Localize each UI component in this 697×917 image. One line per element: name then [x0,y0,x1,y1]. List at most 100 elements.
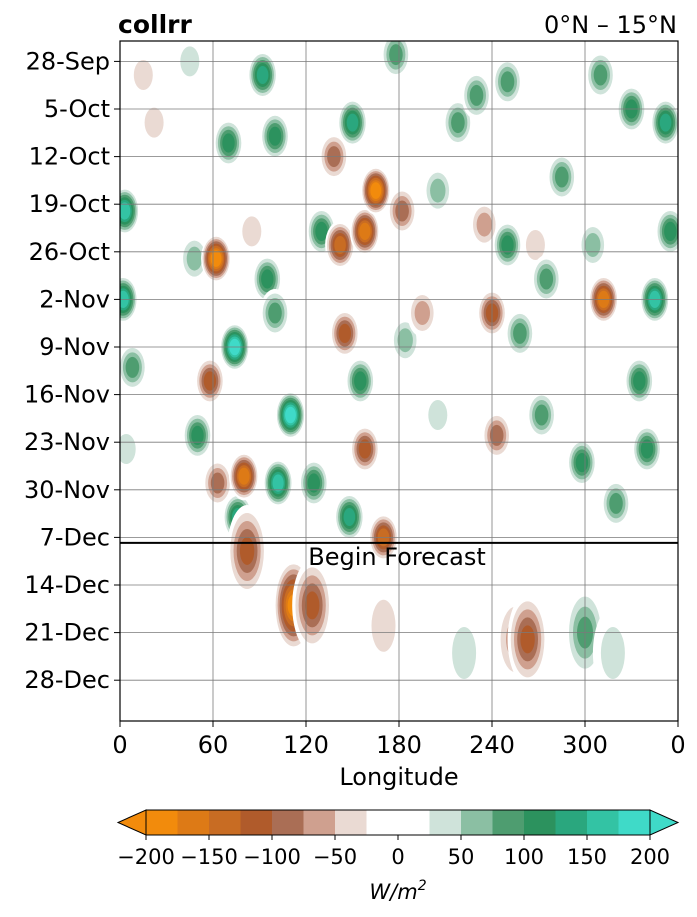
colorbar-tick-label: 100 [504,845,544,869]
anomaly-feature [387,187,418,235]
anomaly-feature [236,207,267,256]
colorbar-unit-superscript: 2 [418,878,427,894]
colorbar-tick-label: 150 [567,845,607,869]
colorbar-segment [272,810,304,835]
anomaly-feature [422,166,453,215]
y-tick-label: 23-Nov [24,428,110,456]
anomaly-contour [397,328,413,353]
anomaly-feature [201,234,232,283]
anomaly-contour [239,537,255,565]
anomaly-contour [501,235,514,255]
y-tick-label: 30-Nov [24,476,110,504]
colorbar-segment [146,810,178,835]
colorbar-segment [618,810,651,835]
anomaly-feature [128,51,159,99]
y-tick-label: 5-Oct [44,95,110,123]
anomaly-contour [555,166,569,188]
plot-area [120,41,678,721]
anomaly-feature [592,607,633,699]
anomaly-contour [268,126,282,146]
anomaly-contour [133,60,153,90]
anomaly-contour [659,113,672,132]
anomaly-feature [349,425,380,473]
anomaly-contour [395,200,409,222]
anomaly-feature [492,221,523,269]
y-tick-label: 28-Dec [24,666,110,694]
anomaly-contour [513,322,527,344]
y-tick-label: 26-Oct [29,238,110,266]
anomaly-contour [242,216,262,247]
anomaly-feature [639,275,670,324]
anomaly-contour [600,627,625,679]
anomaly-contour [539,268,554,290]
anomaly-feature [531,255,562,303]
x-tick-label: 300 [562,731,608,759]
anomaly-contour [272,474,284,492]
anomaly-contour [238,467,250,485]
anomaly-feature [120,343,148,392]
anomaly-feature [139,98,170,147]
anomaly-contour [609,492,623,514]
colorbar-segment [587,810,619,835]
y-tick-label: 9-Nov [39,333,110,361]
colorbar-tick-label: 200 [630,845,670,869]
colorbar-segment [209,810,241,835]
colorbar-unit-base: W/m [369,880,417,904]
anomaly-contour [451,112,465,134]
anomaly-feature [504,309,535,358]
anomaly-contour [346,113,359,132]
anomaly-feature [390,316,421,365]
colorbar-tick-label: 0 [391,845,404,869]
colorbar-segment [240,810,273,835]
anomaly-contour [370,182,382,199]
anomaly-feature [601,479,631,528]
anomaly-feature [292,559,333,652]
anomaly-feature [526,391,557,439]
anomaly-contour [268,302,282,324]
anomaly-feature [566,438,597,487]
x-tick-label: 60 [198,731,229,759]
anomaly-field [120,41,678,699]
colorbar-tick-label: −100 [243,845,301,869]
anomaly-contour [256,66,269,84]
x-tick-label: 0 [670,731,685,759]
anomaly-feature [325,221,356,269]
y-tick-label: 7-Dec [40,523,110,551]
anomaly-contour [452,627,477,679]
colorbar-segment [429,810,462,835]
colorbar-segment [524,810,556,835]
y-tick-label: 14-Dec [24,571,110,599]
anomaly-feature [422,391,453,439]
anomaly-feature [329,309,360,358]
anomaly-contour [428,400,448,430]
anomaly-contour [358,439,372,459]
anomaly-feature [349,207,380,256]
colorbar-tick-label: 50 [448,845,475,869]
anomaly-contour [414,301,430,325]
y-tick-label: 16-Nov [24,381,110,409]
x-tick-label: 240 [469,731,515,759]
anomaly-contour [469,84,484,106]
colorbar-tick-label: −150 [180,845,238,869]
anomaly-contour [125,356,140,378]
anomaly-contour [633,371,646,391]
anomaly-contour [593,64,608,86]
anomaly-contour [120,202,131,220]
anomaly-feature [360,166,391,215]
anomaly-feature [229,452,259,501]
anomaly-feature [260,289,290,337]
anomaly-feature [334,493,365,541]
anomaly-feature [337,98,368,147]
anomaly-feature [407,289,438,337]
colorbar: −200 −150 −100 −50 0 50 100 150 200 [116,809,680,869]
anomaly-contour [120,434,136,464]
anomaly-contour [575,453,589,473]
colorbar-unit-label: W/m2 [369,878,426,904]
chart-title-left: collrr [118,10,192,39]
anomaly-feature [275,391,306,439]
y-axis: 28-Sep 5-Oct 12-Oct 19-Oct 26-Oct 2-Nov 9-Nov 1… [24,47,120,694]
colorbar-tick-label: −50 [313,845,357,869]
anomaly-contour [476,212,492,237]
anomaly-feature [363,579,404,672]
